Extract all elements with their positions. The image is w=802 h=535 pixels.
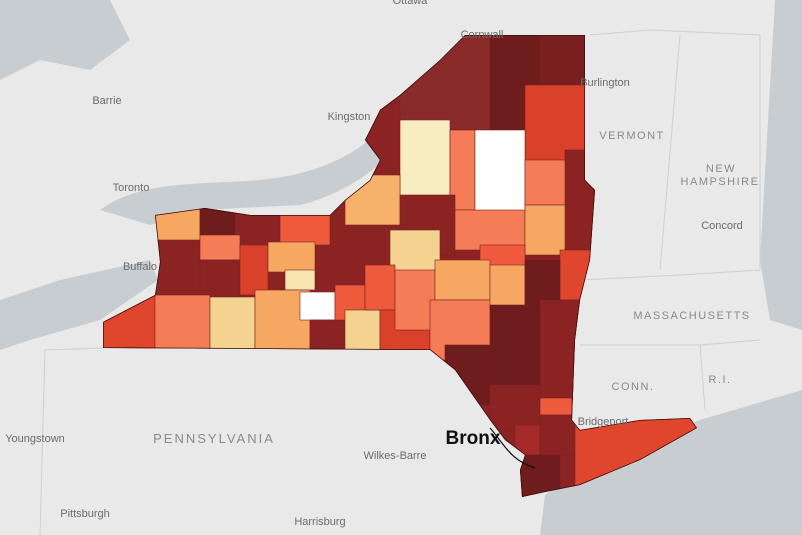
place-label: Youngstown (5, 433, 65, 445)
place-label: Ottawa (393, 0, 429, 7)
water (0, 0, 130, 80)
place-label: Toronto (113, 182, 150, 194)
place-label: Burlington (580, 77, 630, 89)
region-label: MASSACHUSETTS (633, 310, 750, 322)
callout-line (489, 427, 536, 469)
place-label: Barrie (92, 95, 121, 107)
region-label: HAMPSHIRE (681, 176, 760, 188)
place-label: Buffalo (123, 261, 157, 273)
place-label: Kingston (328, 111, 371, 123)
region-label: NEW (706, 163, 736, 175)
place-label: Wilkes-Barre (364, 450, 427, 462)
callout-label: Bronx (446, 428, 501, 449)
place-label: Concord (701, 220, 743, 232)
state-outline (103, 35, 697, 497)
lake-erie (0, 260, 158, 350)
place-label: Pittsburgh (60, 508, 110, 520)
region-label: R.I. (708, 374, 731, 386)
region-label: VERMONT (599, 130, 665, 142)
place-label: Bridgeport (578, 416, 629, 428)
region-label: PENNSYLVANIA (153, 431, 275, 446)
sound-ocean (540, 390, 802, 535)
labels: Ottawa Cornwall Burlington Barrie Kingston To… (5, 0, 760, 528)
ocean (760, 0, 802, 330)
lake-ontario (100, 130, 395, 225)
place-label: Harrisburg (294, 516, 345, 528)
region-label: CONN. (612, 381, 655, 393)
borders (39, 29, 761, 535)
place-label: Cornwall (461, 29, 504, 41)
